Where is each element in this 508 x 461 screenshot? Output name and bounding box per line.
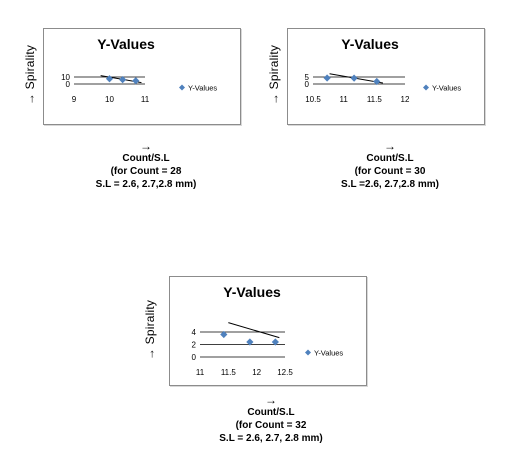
legend-marker — [179, 84, 185, 91]
trendline — [228, 322, 280, 339]
data-point — [350, 74, 358, 82]
data-point — [246, 338, 254, 346]
caption-arrow: → — [384, 139, 396, 153]
x-tick-label: 11 — [141, 95, 150, 104]
y-tick-label: 0 — [305, 80, 310, 89]
chart-caption: → Count/S.L (for Count = 30 S.L =2.6, 2.7,2… — [341, 140, 439, 191]
data-point — [119, 76, 127, 84]
y-tick-label: 4 — [192, 328, 197, 337]
data-point — [105, 75, 114, 83]
caption-line: (for Count = 28 — [110, 166, 182, 177]
data-point — [323, 74, 331, 82]
data-point — [220, 330, 228, 339]
x-tick-label: 12 — [401, 95, 410, 104]
x-tick-label: 11 — [340, 95, 349, 104]
caption-line: S.L = 2.6, 2.7,2.8 mm) — [95, 179, 197, 190]
x-tick-label: 11 — [196, 368, 205, 377]
y-tick-label: 0 — [192, 353, 197, 362]
y-tick-label: 5 — [305, 73, 310, 82]
caption-line: Count/S.L — [366, 153, 414, 164]
caption-line: (for Count = 30 — [354, 166, 426, 177]
legend-marker — [305, 349, 311, 356]
caption-line: (for Count = 32 — [235, 420, 307, 431]
y-axis-label: → Spirality — [143, 300, 157, 360]
chart-caption: → Count/S.L (for Count = 28 S.L = 2.6, 2.7,… — [96, 140, 197, 191]
y-axis-label-text: Spirality — [143, 299, 157, 345]
data-point — [373, 77, 381, 86]
data-point — [271, 338, 279, 346]
x-tick-label: 10 — [105, 95, 114, 104]
legend-label: Y-Values — [432, 84, 461, 93]
chart-caption: → Count/S.L (for Count = 32 S.L = 2.6, 2.7,… — [219, 394, 322, 445]
arrow-up-icon: → — [143, 344, 157, 361]
legend-label: Y-Values — [188, 84, 217, 93]
y-tick-label: 0 — [66, 80, 71, 89]
caption-line: Count/S.L — [247, 407, 295, 418]
x-tick-label: 12.5 — [277, 368, 293, 377]
chart-frame-1 — [43, 28, 241, 125]
x-tick-label: 9 — [72, 95, 77, 104]
caption-line: Count/S.L — [122, 153, 170, 164]
x-tick-label: 10.5 — [305, 95, 321, 104]
caption-line: S.L = 2.6, 2.7, 2.8 mm) — [219, 433, 323, 444]
chart-title: Y-Values — [223, 284, 281, 300]
x-tick-label: 12 — [252, 368, 261, 377]
caption-arrow: → — [264, 393, 277, 407]
chart-title: Y-Values — [341, 36, 399, 52]
data-point — [132, 77, 140, 85]
caption-line: S.L =2.6, 2.7,2.8 mm) — [341, 179, 439, 190]
x-tick-label: 11.5 — [221, 368, 237, 377]
legend-marker — [423, 84, 429, 91]
chart-frame-2 — [287, 28, 485, 125]
caption-arrow: → — [139, 139, 152, 153]
chart-frame-3 — [169, 276, 367, 386]
x-tick-label: 11.5 — [367, 95, 383, 104]
chart-title: Y-Values — [97, 36, 155, 52]
y-tick-label: 2 — [192, 341, 197, 350]
y-tick-label: 10 — [61, 73, 70, 82]
legend-label: Y-Values — [314, 349, 343, 358]
